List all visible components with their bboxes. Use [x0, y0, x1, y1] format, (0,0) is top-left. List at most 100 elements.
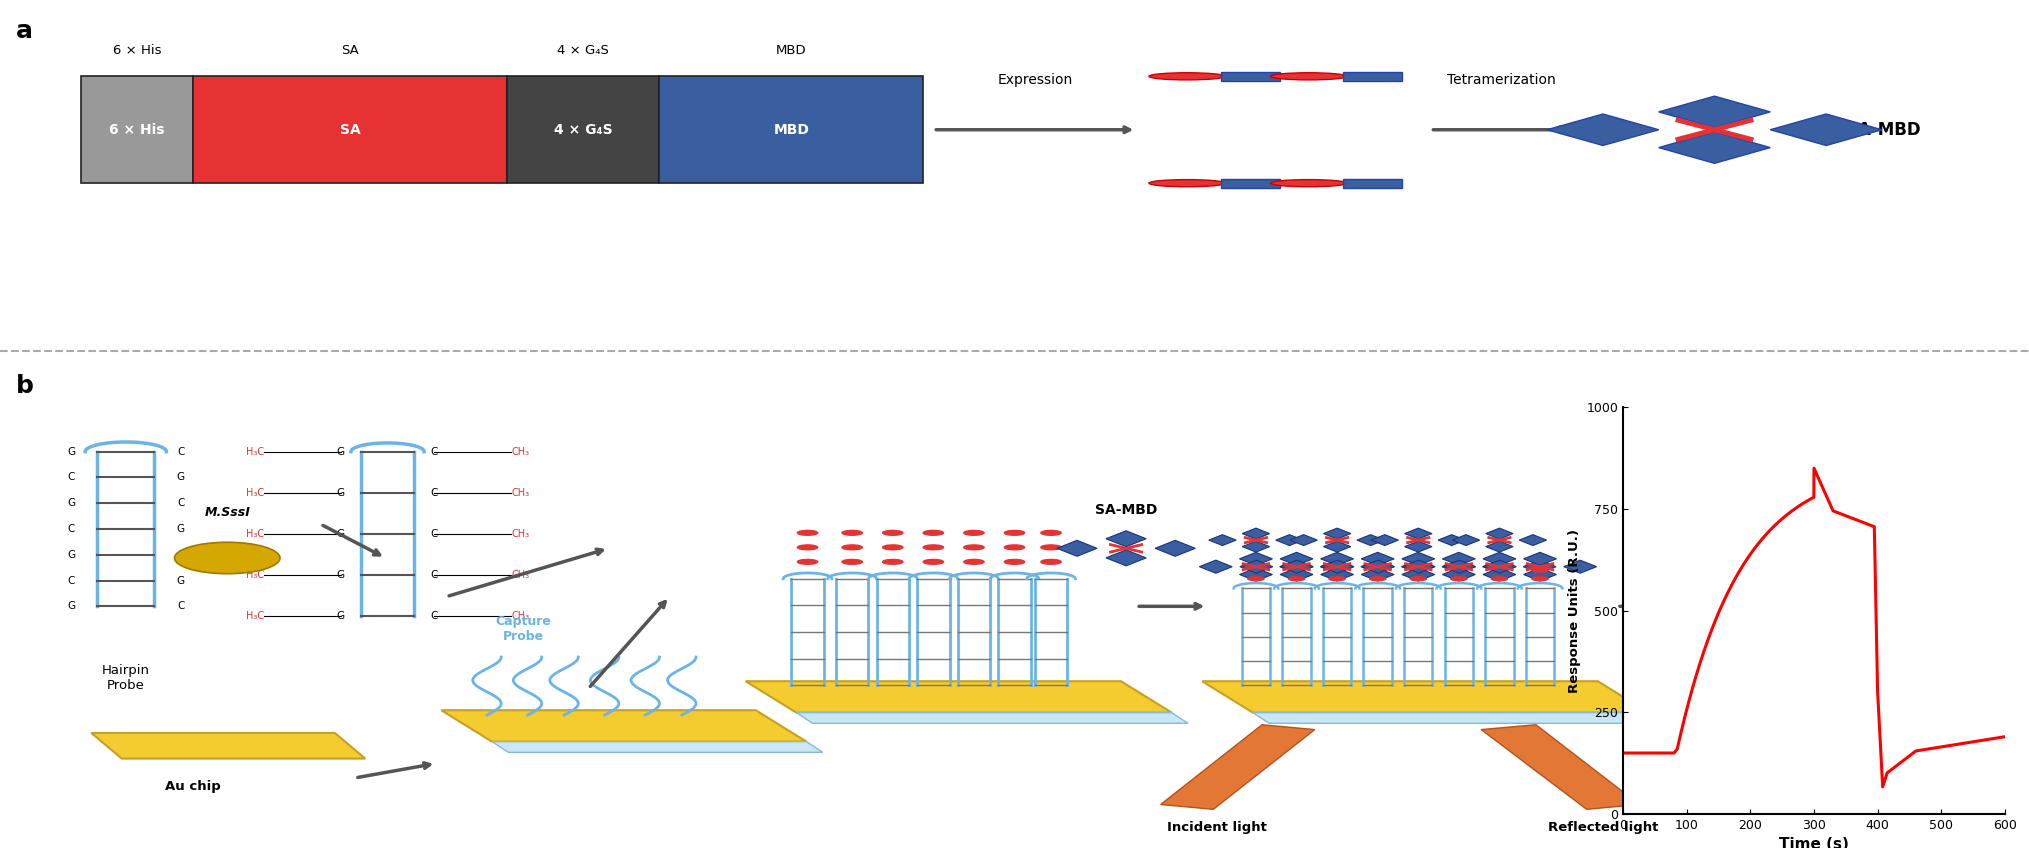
Ellipse shape — [1270, 180, 1347, 187]
Polygon shape — [1321, 561, 1353, 573]
Polygon shape — [1402, 552, 1435, 566]
Text: H₃C: H₃C — [246, 611, 264, 621]
Polygon shape — [797, 712, 1189, 723]
Polygon shape — [1057, 540, 1098, 556]
Circle shape — [923, 560, 943, 564]
Ellipse shape — [1270, 73, 1347, 80]
Text: C: C — [177, 550, 185, 560]
FancyBboxPatch shape — [1343, 72, 1402, 81]
Polygon shape — [1201, 681, 1648, 712]
FancyBboxPatch shape — [1221, 72, 1280, 81]
Polygon shape — [1402, 561, 1435, 573]
Text: CH₃: CH₃ — [511, 529, 530, 538]
Polygon shape — [491, 742, 824, 752]
Text: H₃C: H₃C — [246, 447, 264, 456]
Circle shape — [1451, 568, 1467, 572]
Text: MBD: MBD — [775, 44, 808, 58]
Text: SA-MBD: SA-MBD — [1096, 503, 1157, 516]
Polygon shape — [1520, 534, 1546, 545]
Circle shape — [842, 560, 862, 564]
Text: Hairpin
Probe: Hairpin Probe — [101, 664, 150, 692]
Text: G: G — [177, 524, 185, 534]
Text: H₃C: H₃C — [246, 488, 264, 498]
Polygon shape — [1443, 561, 1475, 573]
Circle shape — [1041, 545, 1061, 550]
Text: Reflected light: Reflected light — [1548, 822, 1658, 834]
Text: CH₃: CH₃ — [511, 447, 530, 456]
Polygon shape — [1290, 534, 1317, 545]
Polygon shape — [1485, 541, 1514, 552]
Polygon shape — [1280, 561, 1313, 573]
Circle shape — [1370, 577, 1386, 581]
Text: G: G — [337, 570, 345, 580]
Text: C: C — [430, 529, 438, 538]
Circle shape — [842, 545, 862, 550]
Polygon shape — [1481, 725, 1639, 809]
Text: G: G — [337, 611, 345, 621]
Circle shape — [1329, 577, 1345, 581]
Polygon shape — [1485, 528, 1514, 539]
Circle shape — [1004, 531, 1025, 535]
Circle shape — [1532, 577, 1548, 581]
Polygon shape — [1402, 561, 1435, 573]
Circle shape — [1410, 577, 1426, 581]
Text: Au chip: Au chip — [164, 780, 221, 794]
Polygon shape — [1483, 561, 1516, 573]
Text: CH₃: CH₃ — [511, 570, 530, 580]
Polygon shape — [1453, 534, 1479, 545]
Text: G: G — [67, 499, 75, 508]
FancyBboxPatch shape — [1343, 179, 1402, 187]
Text: G: G — [177, 576, 185, 585]
Polygon shape — [1106, 531, 1146, 547]
Text: C: C — [430, 447, 438, 456]
Circle shape — [842, 531, 862, 535]
Polygon shape — [1240, 568, 1272, 581]
Polygon shape — [1242, 541, 1270, 552]
X-axis label: Time (s): Time (s) — [1779, 838, 1848, 848]
Circle shape — [964, 560, 984, 564]
FancyBboxPatch shape — [659, 76, 923, 183]
Text: G: G — [337, 447, 345, 456]
Circle shape — [797, 545, 818, 550]
Text: H₃C: H₃C — [246, 570, 264, 580]
Circle shape — [797, 531, 818, 535]
Polygon shape — [1769, 114, 1883, 146]
Text: C: C — [67, 524, 75, 534]
Text: CH₃: CH₃ — [511, 488, 530, 498]
Polygon shape — [1483, 561, 1516, 573]
Circle shape — [1004, 560, 1025, 564]
Circle shape — [923, 531, 943, 535]
Polygon shape — [1321, 552, 1353, 566]
Circle shape — [923, 545, 943, 550]
Polygon shape — [1524, 561, 1556, 573]
Text: M.SssI: M.SssI — [205, 505, 250, 519]
Polygon shape — [1524, 552, 1556, 566]
Polygon shape — [1280, 568, 1313, 581]
Polygon shape — [1402, 568, 1435, 581]
Text: G: G — [67, 601, 75, 611]
Polygon shape — [1361, 568, 1394, 581]
Circle shape — [1288, 577, 1305, 581]
Ellipse shape — [1148, 180, 1226, 187]
Text: Tetramerization: Tetramerization — [1447, 73, 1556, 87]
Text: G: G — [67, 550, 75, 560]
Circle shape — [1248, 577, 1264, 581]
Circle shape — [1329, 568, 1345, 572]
Polygon shape — [1372, 534, 1398, 545]
Polygon shape — [747, 681, 1173, 712]
Circle shape — [1491, 568, 1508, 572]
Polygon shape — [1155, 540, 1195, 556]
Polygon shape — [1252, 712, 1664, 723]
Circle shape — [883, 531, 903, 535]
Polygon shape — [1161, 725, 1315, 809]
Circle shape — [1041, 560, 1061, 564]
Polygon shape — [1280, 561, 1313, 573]
Polygon shape — [1404, 528, 1432, 539]
Polygon shape — [1564, 561, 1597, 573]
Circle shape — [1041, 531, 1061, 535]
Polygon shape — [1483, 568, 1516, 581]
Polygon shape — [1361, 561, 1394, 573]
Y-axis label: Response Units (R.U.): Response Units (R.U.) — [1568, 528, 1581, 693]
Polygon shape — [1276, 534, 1303, 545]
Circle shape — [1288, 568, 1305, 572]
